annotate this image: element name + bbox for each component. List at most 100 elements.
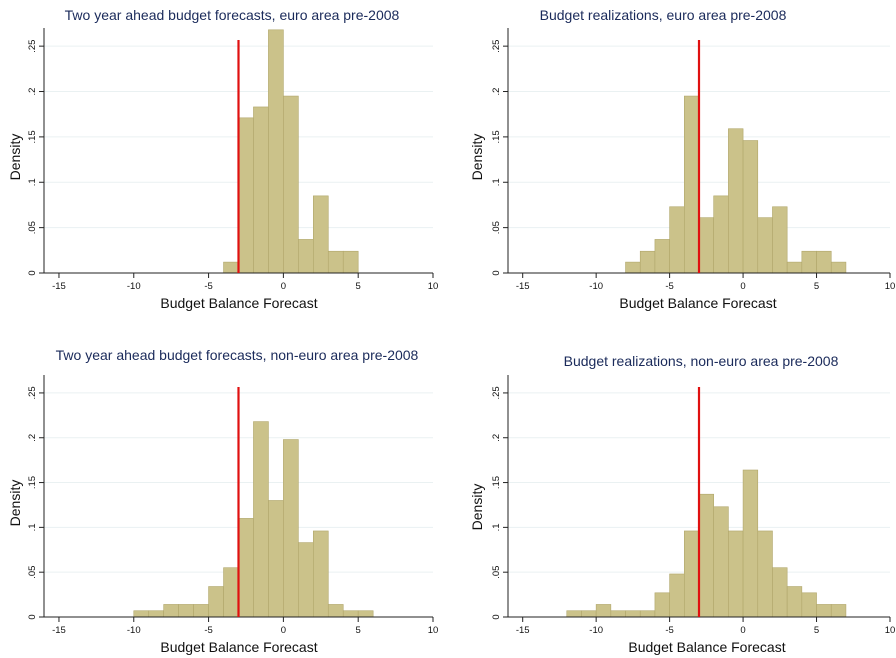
y-tick-label: 0 (491, 614, 502, 619)
y-axis-label: Density (7, 134, 23, 181)
y-axis-label: Density (469, 484, 485, 531)
histogram-bar (298, 239, 314, 274)
histogram-bar (625, 610, 641, 618)
x-tick-label: 10 (885, 281, 896, 292)
histogram-bar (801, 592, 817, 618)
y-tick-label: .05 (491, 566, 502, 579)
histogram-bar (268, 500, 284, 618)
x-tick-label: -10 (589, 625, 603, 636)
histogram-bar (342, 610, 359, 618)
chart-title: Two year ahead budget forecasts, euro ar… (65, 7, 400, 23)
x-tick-label: -15 (516, 625, 530, 636)
histogram-bar (148, 610, 164, 618)
histogram-bar (639, 610, 656, 618)
histogram-bar (327, 604, 344, 618)
histogram-bar (313, 195, 329, 274)
histogram-bar (342, 250, 359, 274)
chart-panel-euro-realizations: Budget realizations, euro area pre-2008 … (448, 0, 896, 329)
histogram-bar (728, 530, 744, 618)
histogram-bar (283, 439, 299, 618)
x-tick-label: 5 (814, 625, 819, 636)
y-tick-label: .25 (27, 386, 38, 399)
y-tick-label: .2 (27, 434, 38, 442)
histogram-bar (786, 586, 803, 618)
histogram-bar (830, 604, 847, 618)
x-tick-label: -10 (589, 281, 603, 292)
histogram-bar (830, 261, 847, 274)
x-tick-label: -15 (516, 281, 530, 292)
chart-svg: Budget realizations, non-euro area pre-2… (469, 353, 896, 655)
chart-svg: Two year ahead budget forecasts, non-eur… (7, 347, 438, 655)
x-tick-label: -5 (204, 281, 212, 292)
chart-title: Two year ahead budget forecasts, non-eur… (56, 347, 419, 363)
histogram-bar (298, 542, 314, 618)
y-tick-label: .25 (491, 40, 502, 53)
y-tick-label: .25 (491, 386, 502, 399)
plot-area: -15 -10 -5 0 5 10 0 .05 .1 .15 .2 .25 (27, 375, 438, 636)
histogram-bar (313, 530, 329, 618)
histogram-bar (742, 469, 759, 618)
histogram-bar (698, 217, 714, 274)
histogram-bar (786, 261, 803, 274)
chart-panel-noneuro-forecasts: Two year ahead budget forecasts, non-eur… (0, 329, 448, 658)
x-tick-label: 10 (885, 625, 896, 636)
y-tick-label: .1 (27, 178, 38, 186)
histogram-bar (816, 604, 832, 618)
y-tick-label: .2 (27, 88, 38, 96)
histogram-bar (223, 261, 239, 274)
histogram-bar (327, 250, 344, 274)
y-tick-label: .05 (27, 221, 38, 234)
histogram-bar (757, 217, 773, 274)
histogram-bar (742, 140, 759, 274)
x-tick-label: -5 (665, 625, 673, 636)
x-tick-label: 0 (740, 625, 745, 636)
x-tick-label: 5 (356, 625, 361, 636)
histogram-bar (728, 128, 744, 274)
histogram-bar (801, 250, 817, 274)
y-tick-label: .15 (27, 130, 38, 143)
chart-panel-noneuro-realizations: Budget realizations, non-euro area pre-2… (448, 329, 896, 658)
chart-panel-euro-forecasts: Two year ahead budget forecasts, euro ar… (0, 0, 448, 329)
x-tick-label: 10 (428, 281, 439, 292)
y-tick-label: .1 (491, 178, 502, 186)
x-tick-label: -10 (127, 281, 141, 292)
y-tick-label: .15 (491, 476, 502, 489)
histogram-bar (193, 604, 209, 618)
histogram-bar (610, 610, 626, 618)
histogram-bar (595, 604, 612, 618)
y-tick-label: .15 (27, 476, 38, 489)
y-tick-label: .05 (491, 221, 502, 234)
histogram-bar (654, 239, 670, 274)
chart-title: Budget realizations, euro area pre-2008 (540, 7, 787, 23)
y-tick-label: .25 (27, 40, 38, 53)
x-tick-label: -15 (52, 625, 66, 636)
histogram-bar (713, 195, 729, 274)
x-axis-label: Budget Balance Forecast (628, 639, 785, 655)
y-tick-label: .15 (491, 130, 502, 143)
histogram-bar (684, 530, 700, 618)
y-tick-label: .2 (491, 88, 502, 96)
histogram-bar (253, 421, 269, 618)
chart-svg: Two year ahead budget forecasts, euro ar… (7, 7, 439, 311)
histogram-bar (133, 610, 150, 618)
histogram-bar (757, 530, 773, 618)
histogram-bar (772, 567, 788, 618)
y-tick-label: .1 (27, 523, 38, 531)
x-tick-label: -5 (665, 281, 673, 292)
histogram-bar (698, 493, 714, 618)
y-tick-label: 0 (27, 614, 38, 619)
x-tick-label: 0 (281, 625, 286, 636)
x-tick-label: -10 (127, 625, 141, 636)
histogram-bar (566, 610, 582, 618)
histogram-bar (357, 610, 374, 618)
histogram-bar (654, 592, 670, 618)
x-axis-label: Budget Balance Forecast (160, 639, 317, 655)
histogram-bar (625, 261, 641, 274)
histogram-bar (669, 206, 685, 274)
histogram-bar (713, 506, 729, 618)
histogram-bar (268, 29, 284, 274)
chart-title: Budget realizations, non-euro area pre-2… (564, 353, 839, 369)
histogram-bar (223, 567, 239, 618)
histogram-bar (669, 573, 685, 618)
histogram-bar (163, 604, 179, 618)
